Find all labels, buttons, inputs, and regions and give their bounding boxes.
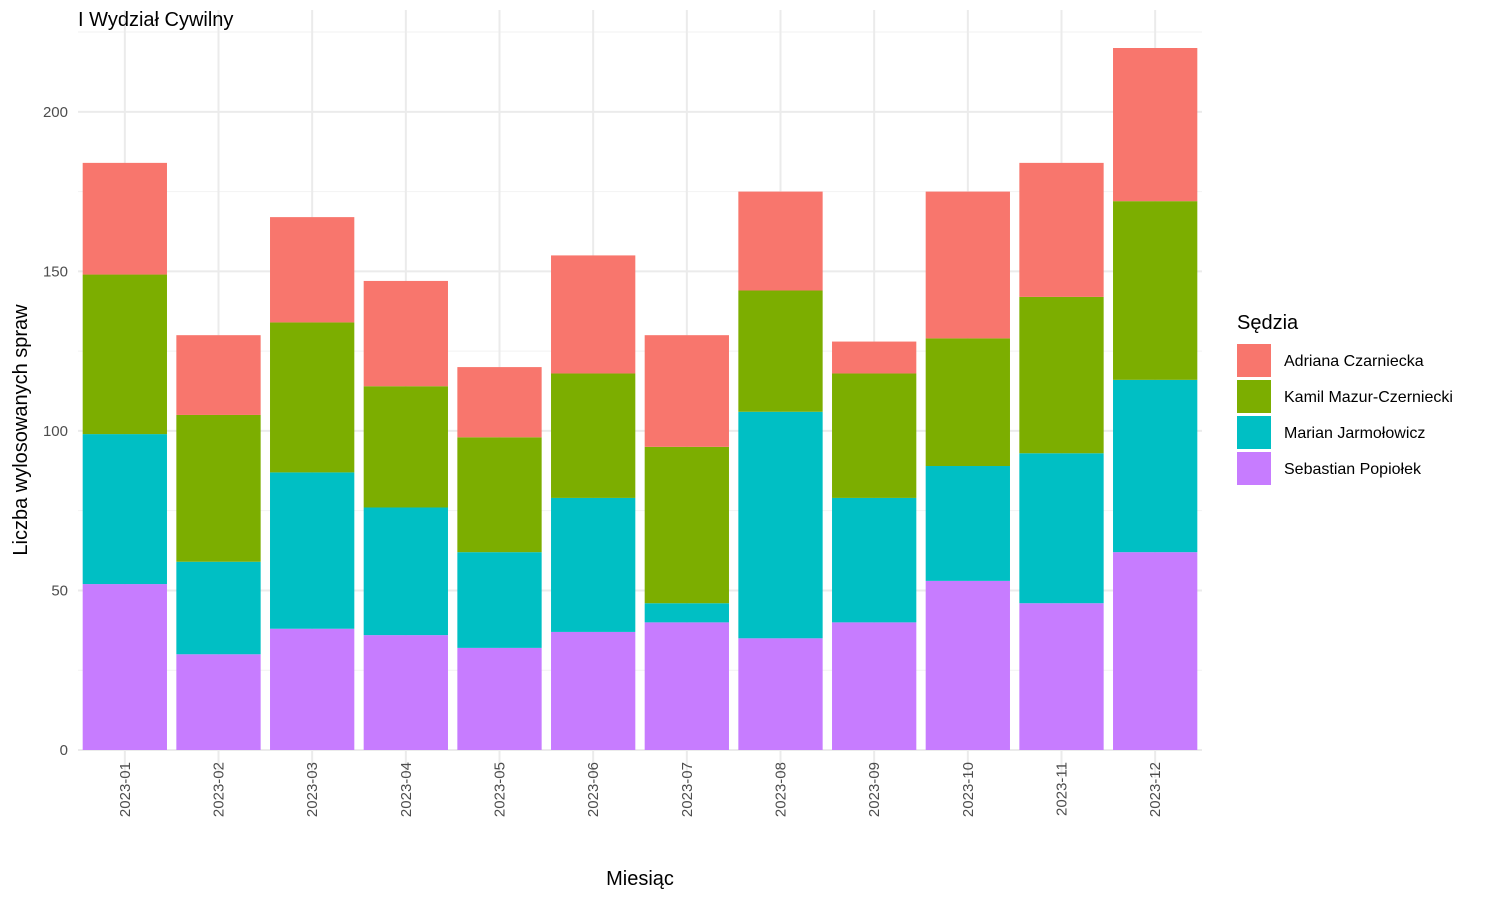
legend-swatch xyxy=(1237,380,1271,413)
bar-segment xyxy=(82,434,167,585)
bar-segment xyxy=(363,635,448,750)
bar-segment xyxy=(644,603,729,623)
bar-segment xyxy=(832,497,917,623)
y-tick-label: 100 xyxy=(43,423,68,440)
bar-segment xyxy=(457,437,542,553)
bar-segment xyxy=(925,191,1010,339)
bar-segment xyxy=(457,647,542,750)
bar-segment xyxy=(1019,603,1104,750)
x-tick-label: 2023-03 xyxy=(304,762,321,817)
legend-swatch xyxy=(1237,344,1271,377)
x-tick-label: 2023-01 xyxy=(117,762,134,817)
bar-segment xyxy=(1019,453,1104,604)
y-tick-label: 50 xyxy=(51,582,68,599)
bar-segment xyxy=(82,162,167,275)
x-axis-title: Miesiąc xyxy=(606,868,674,890)
x-tick-label: 2023-02 xyxy=(211,762,228,817)
bar-segment xyxy=(1113,201,1198,380)
chart-title: I Wydział Cywilny xyxy=(78,9,233,31)
bar-segment xyxy=(551,631,636,750)
x-tick-label: 2023-11 xyxy=(1054,762,1071,816)
bar-segment xyxy=(82,274,167,435)
bar-segment xyxy=(1113,552,1198,750)
bar-segment xyxy=(832,373,917,498)
bar-segment xyxy=(738,191,823,291)
legend-swatch xyxy=(1237,416,1271,449)
bar-segment xyxy=(1019,162,1104,297)
legend-title: Sędzia xyxy=(1237,312,1299,334)
bar-segment xyxy=(738,638,823,750)
x-axis-ticks: 2023-01 2023-02 2023-03 2023-04 2023-05 2023-… xyxy=(117,762,1164,817)
bar-segment xyxy=(363,507,448,636)
bar-segment xyxy=(176,654,261,750)
legend-label: Sebastian Popiołek xyxy=(1284,461,1422,478)
y-axis-ticks: 0 50 100 150 200 xyxy=(43,104,68,759)
bar-segment xyxy=(270,628,355,750)
bar-segment xyxy=(925,338,1010,467)
y-tick-label: 200 xyxy=(43,104,68,121)
bar-segment xyxy=(925,466,1010,581)
y-axis-title: Liczba wylosowanych spraw xyxy=(10,304,32,556)
legend-swatch xyxy=(1237,452,1271,485)
bar-segment xyxy=(1113,48,1198,202)
bar-segment xyxy=(644,446,729,604)
x-tick-label: 2023-04 xyxy=(398,762,415,817)
bar-segment xyxy=(644,622,729,750)
bar-segment xyxy=(738,290,823,412)
legend-label: Adriana Czarniecka xyxy=(1284,353,1424,370)
bar-segment xyxy=(82,584,167,750)
x-tick-label: 2023-07 xyxy=(679,762,696,817)
bar-segment xyxy=(270,217,355,323)
y-tick-label: 150 xyxy=(43,263,68,280)
legend-label: Marian Jarmołowicz xyxy=(1284,425,1425,442)
x-tick-label: 2023-06 xyxy=(585,762,602,817)
x-tick-label: 2023-08 xyxy=(773,762,790,817)
y-tick-label: 0 xyxy=(60,742,68,759)
bar-segment xyxy=(176,561,261,655)
bar-segment xyxy=(457,552,542,648)
legend: Sędzia Adriana Czarniecka Kamil Mazur-Cze… xyxy=(1237,312,1453,485)
bar-segment xyxy=(270,472,355,629)
bar-segment xyxy=(925,580,1010,750)
x-tick-label: 2023-05 xyxy=(492,762,509,817)
bar-segment xyxy=(832,341,917,374)
bar-segment xyxy=(1019,296,1104,454)
bar-segment xyxy=(176,335,261,415)
bar-segment xyxy=(176,414,261,562)
bar-segment xyxy=(644,335,729,447)
bar-segment xyxy=(363,280,448,387)
bar-segment xyxy=(457,367,542,438)
bar-segment xyxy=(1113,379,1198,553)
bar-segment xyxy=(738,411,823,639)
bar-segment xyxy=(270,322,355,473)
x-tick-label: 2023-09 xyxy=(866,762,883,817)
x-tick-label: 2023-12 xyxy=(1147,762,1164,817)
bar-segment xyxy=(551,373,636,498)
bar-segment xyxy=(363,386,448,508)
bar-segment xyxy=(551,255,636,374)
bar-segment xyxy=(832,622,917,750)
legend-label: Kamil Mazur-Czerniecki xyxy=(1284,389,1453,406)
x-tick-label: 2023-10 xyxy=(960,762,977,817)
bars xyxy=(82,48,1198,750)
bar-segment xyxy=(551,497,636,632)
